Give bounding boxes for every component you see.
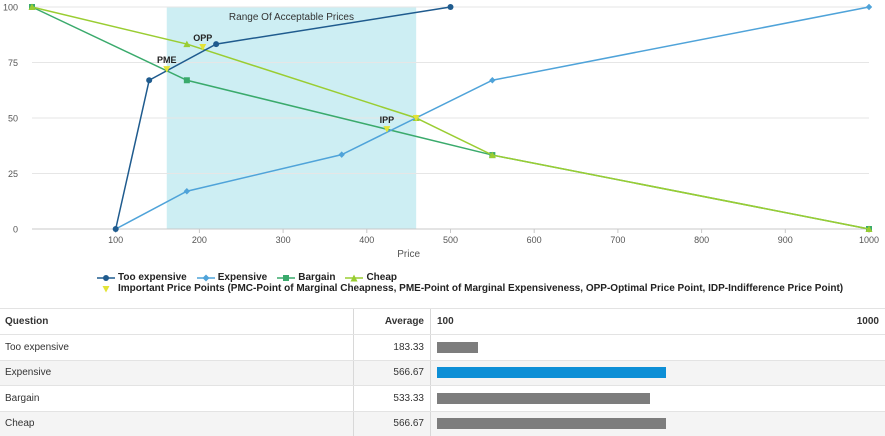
series-line-too-expensive (114, 6, 451, 230)
row-average: 533.33 (354, 386, 431, 411)
price-point-marker (163, 66, 171, 73)
data-point-too-expensive (213, 41, 220, 48)
series-too-expensive (112, 4, 454, 232)
series-expensive (112, 3, 873, 233)
x-axis-title: Price (397, 249, 420, 260)
data-point-expensive (338, 151, 345, 158)
x-tick-label: 600 (527, 235, 542, 245)
y-tick-label: 25 (8, 169, 18, 179)
price-point-marker (412, 115, 420, 122)
x-tick-label: 100 (108, 235, 123, 245)
row-average: 566.67 (354, 411, 431, 436)
header-question: Question (0, 309, 354, 334)
row-bar-cell (431, 386, 885, 411)
table-row: Bargain 533.33 (0, 385, 885, 411)
price-point-label: OPP (193, 33, 212, 43)
header-average: Average (354, 309, 431, 334)
row-question: Expensive (0, 360, 354, 385)
data-point-bargain (183, 77, 190, 84)
band-label: Range Of Acceptable Prices (229, 12, 354, 23)
x-tick-label: 800 (694, 235, 709, 245)
average-bar (437, 392, 650, 404)
price-point-marker (383, 126, 391, 133)
table-header-row: Question Average 100 1000 (0, 308, 885, 334)
data-point-cheap (488, 151, 496, 159)
average-bar (437, 341, 478, 353)
y-tick-label: 50 (8, 114, 18, 124)
line-square-marker-icon (277, 274, 296, 281)
line-circle-marker-icon (97, 274, 115, 281)
row-average: 183.33 (354, 335, 431, 360)
row-question: Cheap (0, 411, 354, 436)
chart-legend: Too expensive Expensive Bargain Cheap Im… (97, 272, 853, 294)
data-point-expensive (865, 3, 873, 11)
x-tick-label: 1000 (859, 235, 879, 245)
scale-max-label: 1000 (856, 316, 879, 327)
data-point-expensive (489, 77, 496, 84)
legend-label-cheap: Cheap (366, 272, 398, 283)
x-tick-label: 500 (443, 235, 458, 245)
row-bar-cell (431, 361, 885, 386)
legend-price-points-row: Important Price Points (PMC-Point of Mar… (97, 283, 853, 294)
legend-series-row: Too expensive Expensive Bargain Cheap (97, 272, 853, 283)
data-point-too-expensive (146, 77, 153, 84)
price-summary-table: Question Average 100 1000 Too expensive … (0, 308, 885, 436)
table-row: Too expensive 183.33 (0, 334, 885, 360)
price-point-label: PME (157, 55, 177, 65)
x-tick-label: 300 (276, 235, 291, 245)
triangle-down-marker-icon (102, 285, 110, 292)
header-scale: 100 1000 (431, 309, 885, 334)
legend-label-expensive: Expensive (217, 272, 268, 283)
row-question: Too expensive (0, 335, 354, 360)
legend-item-expensive[interactable]: Expensive (196, 272, 268, 283)
legend-item-bargain[interactable]: Bargain (277, 272, 335, 283)
line-triangle-marker-icon (345, 274, 364, 281)
row-bar-cell (431, 412, 885, 436)
y-tick-label: 75 (8, 58, 18, 68)
legend-item-price-points[interactable]: Important Price Points (PMC-Point of Mar… (97, 283, 843, 294)
legend-item-cheap[interactable]: Cheap (345, 272, 397, 283)
important-price-points: PME OPP IPP (157, 33, 420, 133)
legend-item-too-expensive[interactable]: Too expensive (97, 272, 187, 283)
row-average: 566.67 (354, 360, 431, 385)
x-tick-label: 700 (610, 235, 625, 245)
data-point-too-expensive (447, 4, 454, 10)
y-tick-label: 0 (13, 225, 18, 235)
price-point-marker (199, 43, 207, 51)
row-bar-cell (431, 335, 885, 360)
line-diamond-marker-icon (196, 274, 215, 281)
data-point-cheap (28, 3, 36, 10)
price-sensitivity-chart: 0 25 50 75 100 100 200 300 400 500 600 700 800 900 100… (3, 3, 879, 261)
legend-label-too-expensive: Too expensive (118, 272, 187, 283)
average-bar (437, 418, 667, 430)
data-point-too-expensive (112, 226, 119, 232)
x-tick-label: 400 (359, 235, 374, 245)
data-point-cheap (183, 40, 191, 48)
x-tick-label: 900 (778, 235, 793, 245)
price-point-label: IPP (380, 115, 395, 125)
row-question: Bargain (0, 386, 354, 411)
table-row: Cheap 566.67 (0, 410, 885, 436)
legend-label-price-points: Important Price Points (PMC-Point of Mar… (118, 283, 844, 294)
y-tick-label: 100 (3, 3, 18, 13)
table-row: Expensive 566.67 (0, 359, 885, 386)
data-point-cheap (865, 225, 873, 232)
data-point-expensive (183, 188, 191, 195)
legend-label-bargain: Bargain (298, 272, 336, 283)
scale-min-label: 100 (437, 316, 454, 327)
average-bar (437, 367, 667, 379)
x-tick-label: 200 (192, 235, 207, 245)
